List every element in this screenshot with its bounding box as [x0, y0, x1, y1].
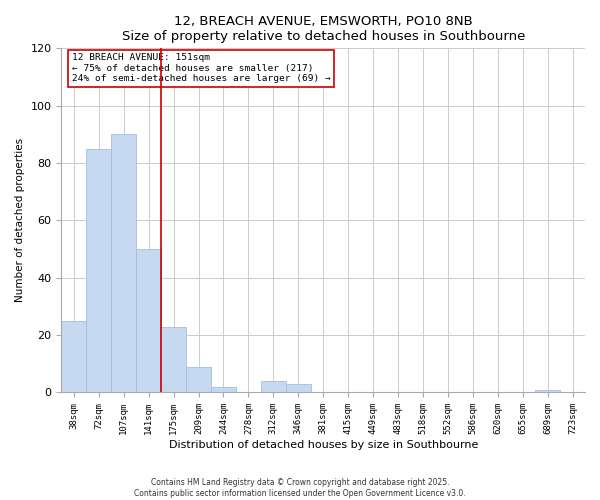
Bar [161, 326, 186, 392]
Y-axis label: Number of detached properties: Number of detached properties [15, 138, 25, 302]
Bar [211, 386, 236, 392]
Bar [186, 366, 211, 392]
Bar [61, 321, 86, 392]
Bar [261, 381, 286, 392]
Text: 12 BREACH AVENUE: 151sqm
← 75% of detached houses are smaller (217)
24% of semi-: 12 BREACH AVENUE: 151sqm ← 75% of detach… [72, 54, 331, 84]
Bar [86, 148, 111, 392]
Bar [111, 134, 136, 392]
Text: Contains HM Land Registry data © Crown copyright and database right 2025.
Contai: Contains HM Land Registry data © Crown c… [134, 478, 466, 498]
Title: 12, BREACH AVENUE, EMSWORTH, PO10 8NB
Size of property relative to detached hous: 12, BREACH AVENUE, EMSWORTH, PO10 8NB Si… [122, 15, 525, 43]
Bar [286, 384, 311, 392]
Bar [535, 390, 560, 392]
X-axis label: Distribution of detached houses by size in Southbourne: Distribution of detached houses by size … [169, 440, 478, 450]
Bar [136, 249, 161, 392]
